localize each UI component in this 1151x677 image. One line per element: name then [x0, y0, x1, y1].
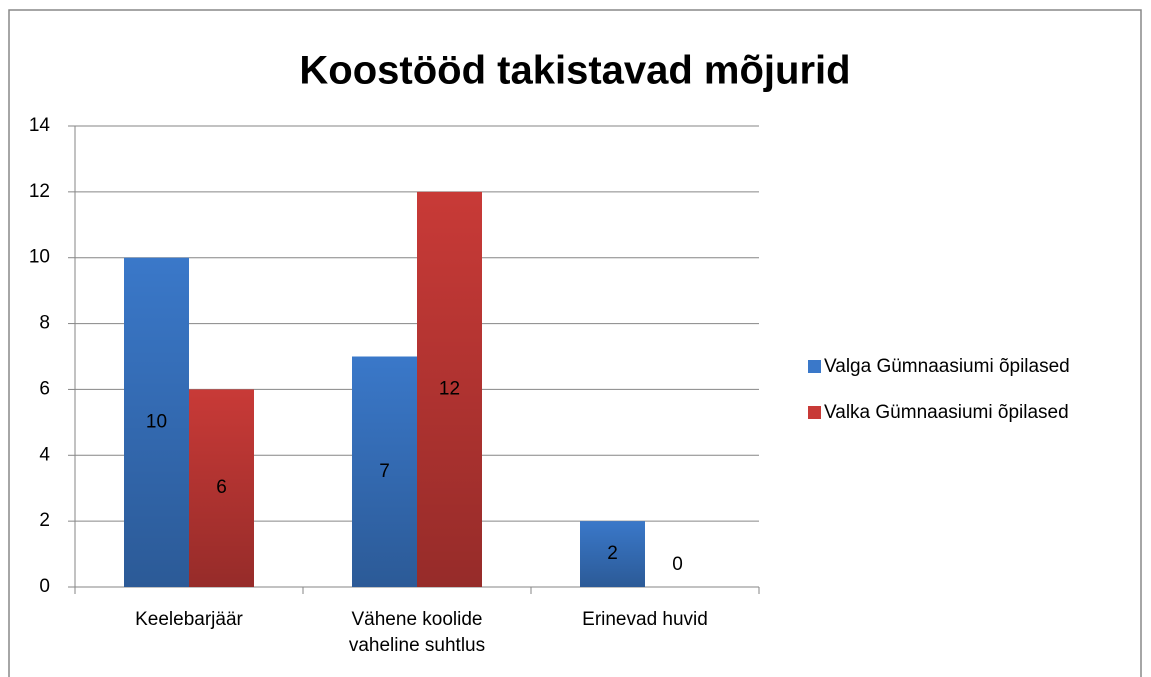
- y-tick-label: 10: [29, 247, 50, 268]
- data-label: 10: [146, 411, 167, 432]
- y-tick-label: 14: [29, 115, 51, 136]
- bar-shade: [352, 356, 417, 587]
- y-tick-label: 6: [39, 378, 50, 399]
- legend-swatch: [808, 406, 821, 419]
- legend-swatch: [808, 360, 821, 373]
- data-label: 0: [672, 554, 683, 575]
- data-label: 12: [439, 378, 460, 399]
- bar-shade: [124, 257, 189, 587]
- y-tick-label: 12: [29, 181, 50, 202]
- legend-label: Valga Gümnaasiumi õpilased: [824, 356, 1070, 377]
- y-tick-label: 0: [39, 576, 50, 597]
- x-tick-label: Keelebarjäär: [135, 609, 243, 630]
- chart-title: Koostööd takistavad mõjurid: [299, 49, 850, 93]
- y-tick-label: 2: [39, 510, 50, 531]
- bar-shade: [580, 521, 645, 587]
- x-tick-label: Vähene koolide vaheline suhtlus: [348, 609, 486, 656]
- chart-border: [8, 9, 1142, 677]
- data-label: 6: [216, 477, 227, 498]
- legend-label: Valka Gümnaasiumi õpilased: [824, 402, 1069, 423]
- bar-shade: [417, 191, 482, 587]
- x-tick-label: Erinevad huvid: [582, 609, 708, 630]
- data-label: 2: [607, 543, 618, 564]
- y-tick-label: 8: [39, 313, 50, 334]
- y-tick-label: 4: [39, 444, 50, 465]
- bar-shade: [189, 389, 254, 587]
- data-label: 7: [379, 461, 390, 482]
